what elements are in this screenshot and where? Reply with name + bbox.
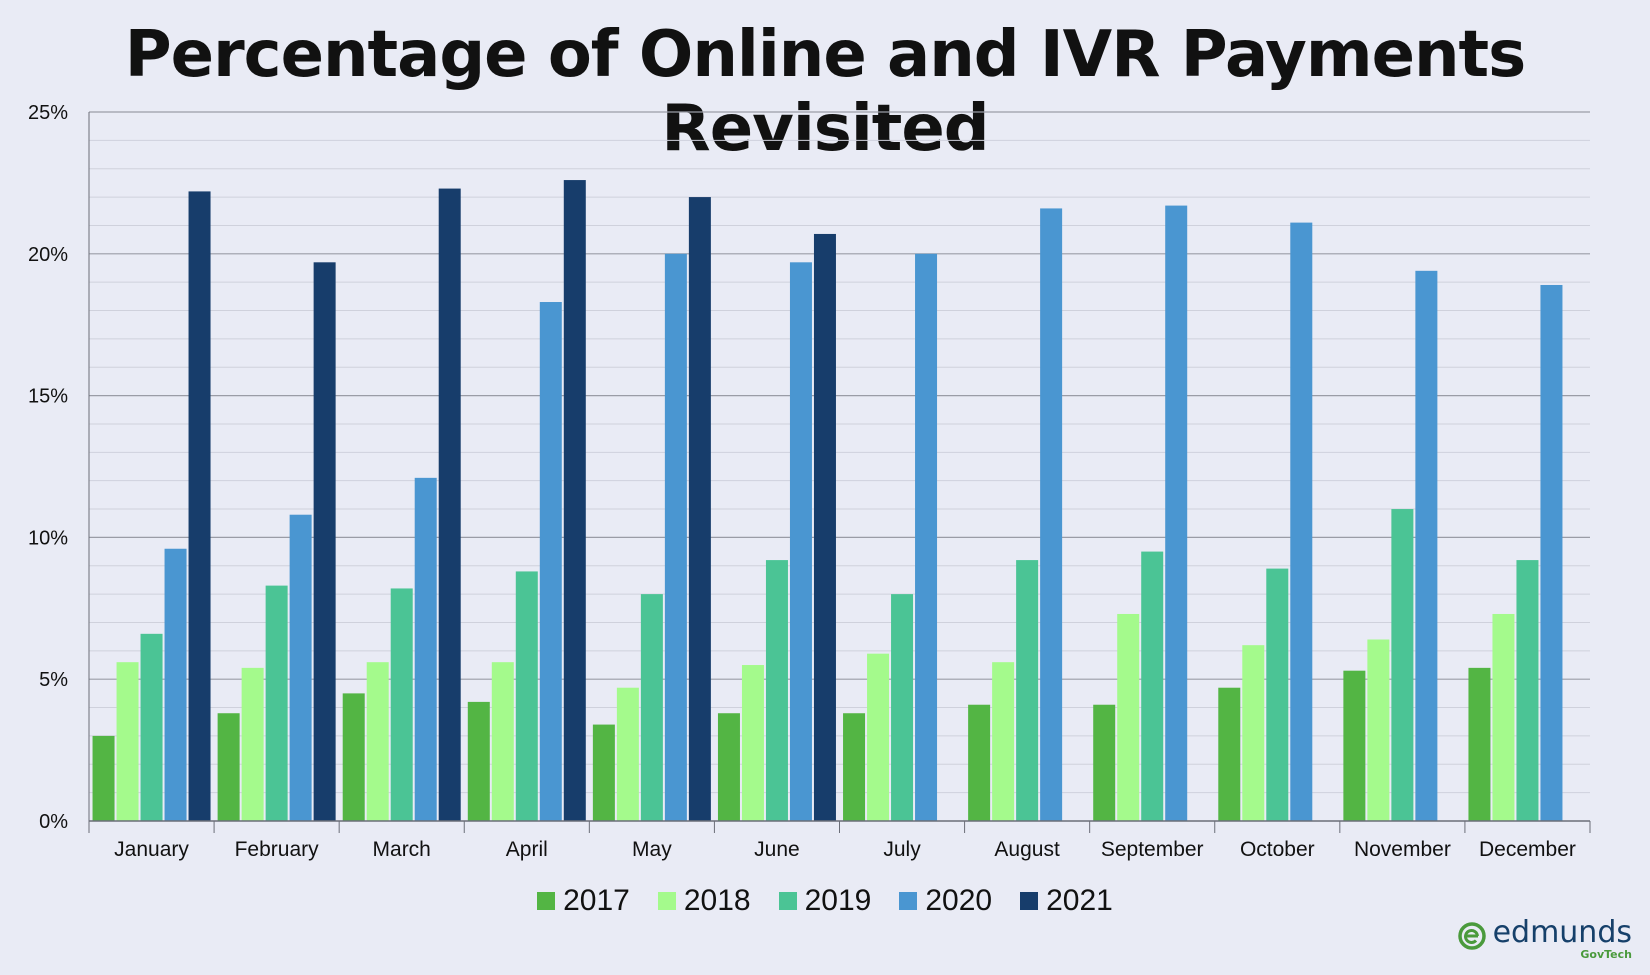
legend-label: 2018 (683, 884, 751, 917)
bar-2017-august (968, 704, 991, 821)
bar-2021-june (813, 233, 836, 821)
brand-name: edmunds (1492, 915, 1632, 950)
x-tick-label: June (754, 838, 800, 861)
bar-2018-august (992, 662, 1015, 821)
bar-2020-april (539, 302, 562, 822)
x-tick-label: January (114, 838, 189, 861)
bar-2017-june (717, 713, 740, 821)
bar-2019-january (140, 633, 163, 821)
bar-2019-march (390, 588, 413, 821)
x-tick-label: December (1479, 838, 1576, 861)
bar-2020-january (164, 548, 187, 821)
bar-2018-april (491, 662, 514, 821)
bar-2017-march (342, 693, 365, 821)
bar-2020-october (1290, 222, 1313, 821)
bar-2020-september (1165, 205, 1188, 821)
x-tick-label: February (235, 838, 320, 861)
legend-swatch (657, 892, 676, 910)
x-tick-label: April (506, 838, 548, 861)
bar-2018-june (741, 665, 764, 821)
bar-2021-march (438, 188, 461, 821)
axis-labels: 0% 5% 10% 15% 20% 25% January February March Apri… (28, 102, 1576, 861)
x-tick-label: August (994, 838, 1060, 861)
bar-2019-february (265, 585, 288, 821)
x-tick-label: March (373, 838, 431, 861)
x-tick-label: May (632, 838, 672, 861)
legend-swatch (537, 892, 556, 910)
legend-label: 2017 (563, 884, 630, 917)
legend-swatch (1020, 892, 1039, 910)
bar-2020-june (789, 262, 812, 822)
bar-2019-november (1391, 509, 1414, 821)
y-tick-label: 25% (28, 102, 68, 124)
bar-2020-may (664, 253, 687, 822)
bar-2020-february (289, 514, 312, 821)
y-tick-label: 10% (28, 527, 68, 549)
bar-2018-may (616, 687, 639, 821)
bar-2017-november (1343, 670, 1366, 821)
y-tick-label: 0% (39, 811, 68, 833)
legend-item-2017: 2017 (537, 884, 630, 918)
legend-item-2021: 2021 (1020, 884, 1113, 918)
brand-subtitle: GovTech (1580, 948, 1632, 961)
x-tick-label: July (883, 838, 921, 861)
bar-2018-march (366, 662, 389, 821)
bar-2017-april (467, 701, 490, 821)
bar-2020-november (1415, 270, 1438, 821)
bar-2019-may (640, 594, 663, 821)
bar-2018-july (867, 653, 890, 821)
bar-2021-january (188, 191, 211, 821)
legend-swatch (899, 892, 918, 910)
bar-2020-march (414, 477, 437, 821)
bar-2018-november (1367, 639, 1390, 821)
bar-2018-september (1117, 613, 1140, 821)
bar-2017-july (843, 713, 866, 821)
y-tick-label: 5% (39, 669, 68, 691)
bar-2017-february (217, 713, 240, 821)
legend-label: 2019 (804, 884, 872, 917)
bar-2021-may (688, 197, 711, 821)
brand-logo: edmunds GovTech (1457, 918, 1632, 960)
bar-2019-august (1016, 560, 1039, 821)
bar-2018-january (116, 662, 139, 821)
legend: 2017 2018 2019 2020 2021 (0, 884, 1650, 918)
legend-label: 2020 (925, 884, 993, 917)
bar-2018-february (241, 667, 264, 821)
edmunds-logo-icon (1457, 922, 1486, 950)
bar-2017-january (92, 735, 115, 821)
legend-item-2019: 2019 (778, 884, 872, 918)
bar-2019-october (1266, 568, 1289, 821)
bar-2021-april (563, 180, 586, 822)
bar-2017-december (1468, 667, 1491, 821)
legend-item-2018: 2018 (657, 884, 751, 918)
chart-title: Percentage of Online and IVR Payments Re… (124, 18, 1526, 166)
bar-2018-october (1242, 645, 1265, 821)
bar-2021-february (313, 262, 336, 822)
x-tick-label: October (1240, 838, 1315, 861)
x-tick-label: November (1354, 838, 1451, 861)
bar-2020-august (1040, 208, 1063, 821)
x-tick-label: September (1101, 838, 1204, 861)
y-tick-label: 20% (28, 244, 68, 266)
bar-2019-december (1516, 560, 1539, 821)
bar-2017-october (1218, 687, 1241, 821)
bar-2019-june (765, 560, 788, 821)
bar-2020-july (915, 253, 938, 822)
bar-2017-september (1093, 704, 1116, 821)
bar-2019-september (1141, 551, 1164, 821)
axes (88, 112, 1591, 833)
legend-item-2020: 2020 (899, 884, 992, 918)
bar-2019-april (515, 571, 538, 821)
bar-2020-december (1540, 284, 1563, 822)
bar-2018-december (1492, 613, 1515, 821)
bars (92, 180, 1563, 822)
bar-2017-may (592, 724, 615, 821)
bar-2019-july (891, 594, 914, 821)
grid-lines (89, 111, 1590, 794)
legend-swatch (778, 892, 797, 910)
y-tick-label: 15% (28, 386, 68, 408)
legend-label: 2021 (1046, 884, 1113, 917)
